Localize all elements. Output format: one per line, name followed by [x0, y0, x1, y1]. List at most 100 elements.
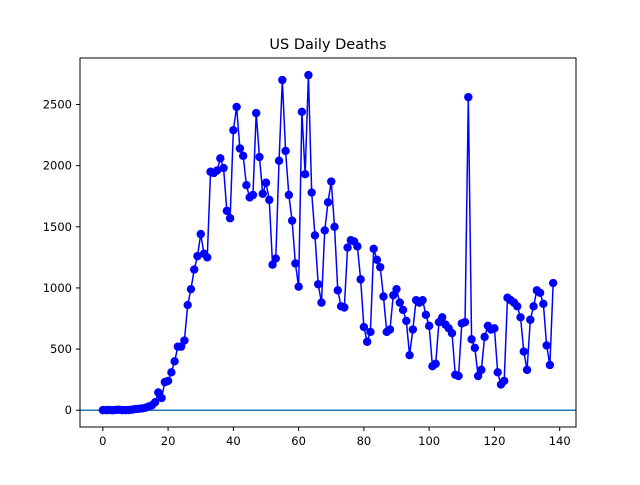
- data-point: [232, 102, 241, 112]
- data-point: [372, 255, 382, 265]
- data-point: [212, 166, 222, 175]
- data-point: [150, 398, 160, 407]
- data-point: [216, 154, 225, 163]
- data-point: [196, 229, 205, 239]
- data-point: [219, 163, 228, 173]
- data-point: [242, 180, 251, 190]
- data-point: [304, 70, 313, 80]
- data-point: [274, 156, 284, 165]
- data-point: [516, 313, 525, 322]
- data-point: [281, 146, 290, 156]
- data-point: [353, 242, 362, 251]
- data-point: [542, 341, 551, 350]
- data-point: [467, 335, 476, 344]
- data-point: [392, 284, 401, 294]
- data-point: [310, 231, 320, 240]
- data-point: [490, 324, 499, 333]
- data-point: [343, 243, 352, 252]
- data-point: [320, 226, 329, 235]
- data-point: [340, 303, 349, 312]
- data-point: [447, 328, 457, 338]
- data-point: [539, 299, 548, 309]
- data-point: [327, 177, 336, 186]
- y-tick-label: 2000: [43, 159, 72, 173]
- data-point: [180, 336, 189, 345]
- data-point: [418, 295, 427, 305]
- data-point: [385, 325, 395, 334]
- data-point: [222, 206, 232, 216]
- data-point: [477, 365, 486, 375]
- data-point: [297, 107, 307, 117]
- data-point: [229, 125, 238, 135]
- data-point: [323, 198, 333, 207]
- data-point: [163, 376, 173, 386]
- data-point: [480, 332, 489, 342]
- data-point: [408, 325, 418, 334]
- data-point: [362, 337, 372, 346]
- x-tick-label: 20: [161, 434, 176, 448]
- data-point: [424, 321, 434, 331]
- data-point: [379, 292, 388, 301]
- data-point: [493, 368, 502, 377]
- data-point: [261, 178, 271, 187]
- data-point: [454, 371, 463, 381]
- data-point: [291, 259, 300, 268]
- data-point: [238, 151, 248, 161]
- data-point: [193, 251, 202, 261]
- data-point: [284, 190, 294, 200]
- x-tick-label: 100: [418, 434, 440, 448]
- data-point: [513, 302, 522, 311]
- data-point: [186, 284, 196, 294]
- data-point: [431, 359, 440, 368]
- data-point: [366, 327, 375, 337]
- data-point: [535, 288, 545, 298]
- data-point: [225, 214, 235, 223]
- data-point: [460, 317, 470, 327]
- x-tick-label: 80: [357, 434, 372, 448]
- data-point: [287, 216, 297, 225]
- data-point: [464, 92, 473, 102]
- data-point: [307, 188, 316, 197]
- data-point: [330, 222, 339, 231]
- x-tick-label: 60: [291, 434, 306, 448]
- y-tick-label: 0: [65, 403, 72, 417]
- data-point: [548, 278, 558, 288]
- axes-frame: [79, 57, 577, 428]
- data-point: [500, 376, 509, 386]
- data-point: [203, 253, 212, 262]
- data-point: [395, 298, 404, 307]
- y-tick-label: 1500: [43, 220, 72, 234]
- data-point: [519, 347, 528, 356]
- data-point: [190, 265, 199, 274]
- data-point: [170, 357, 179, 366]
- y-tick-label: 500: [50, 342, 72, 356]
- data-point: [271, 254, 280, 263]
- data-point: [526, 315, 535, 324]
- data-point: [376, 262, 385, 272]
- data-point: [235, 144, 245, 153]
- data-point: [356, 275, 365, 284]
- x-tick-label: 120: [483, 434, 505, 448]
- x-tick-label: 40: [226, 434, 241, 448]
- data-point: [255, 152, 264, 162]
- data-point: [294, 282, 303, 291]
- data-point: [402, 316, 411, 326]
- data-point: [252, 108, 261, 118]
- data-point: [314, 280, 323, 289]
- x-tick-label: 140: [549, 434, 571, 448]
- data-point: [438, 313, 447, 322]
- data-point: [405, 351, 414, 360]
- y-tick-label: 1000: [43, 281, 72, 295]
- data-point: [359, 322, 369, 332]
- data-point: [278, 75, 287, 85]
- data-point: [369, 244, 378, 253]
- data-point: [300, 169, 310, 179]
- data-point: [421, 310, 431, 320]
- x-tick-label: 0: [99, 434, 106, 448]
- plot-area: 0 20 40 60 80 100 120 140 0 500 1000 1500 2000 2500: [43, 57, 577, 448]
- data-point: [398, 305, 408, 315]
- data-point: [545, 360, 555, 370]
- data-point: [522, 365, 532, 375]
- data-point: [333, 286, 342, 295]
